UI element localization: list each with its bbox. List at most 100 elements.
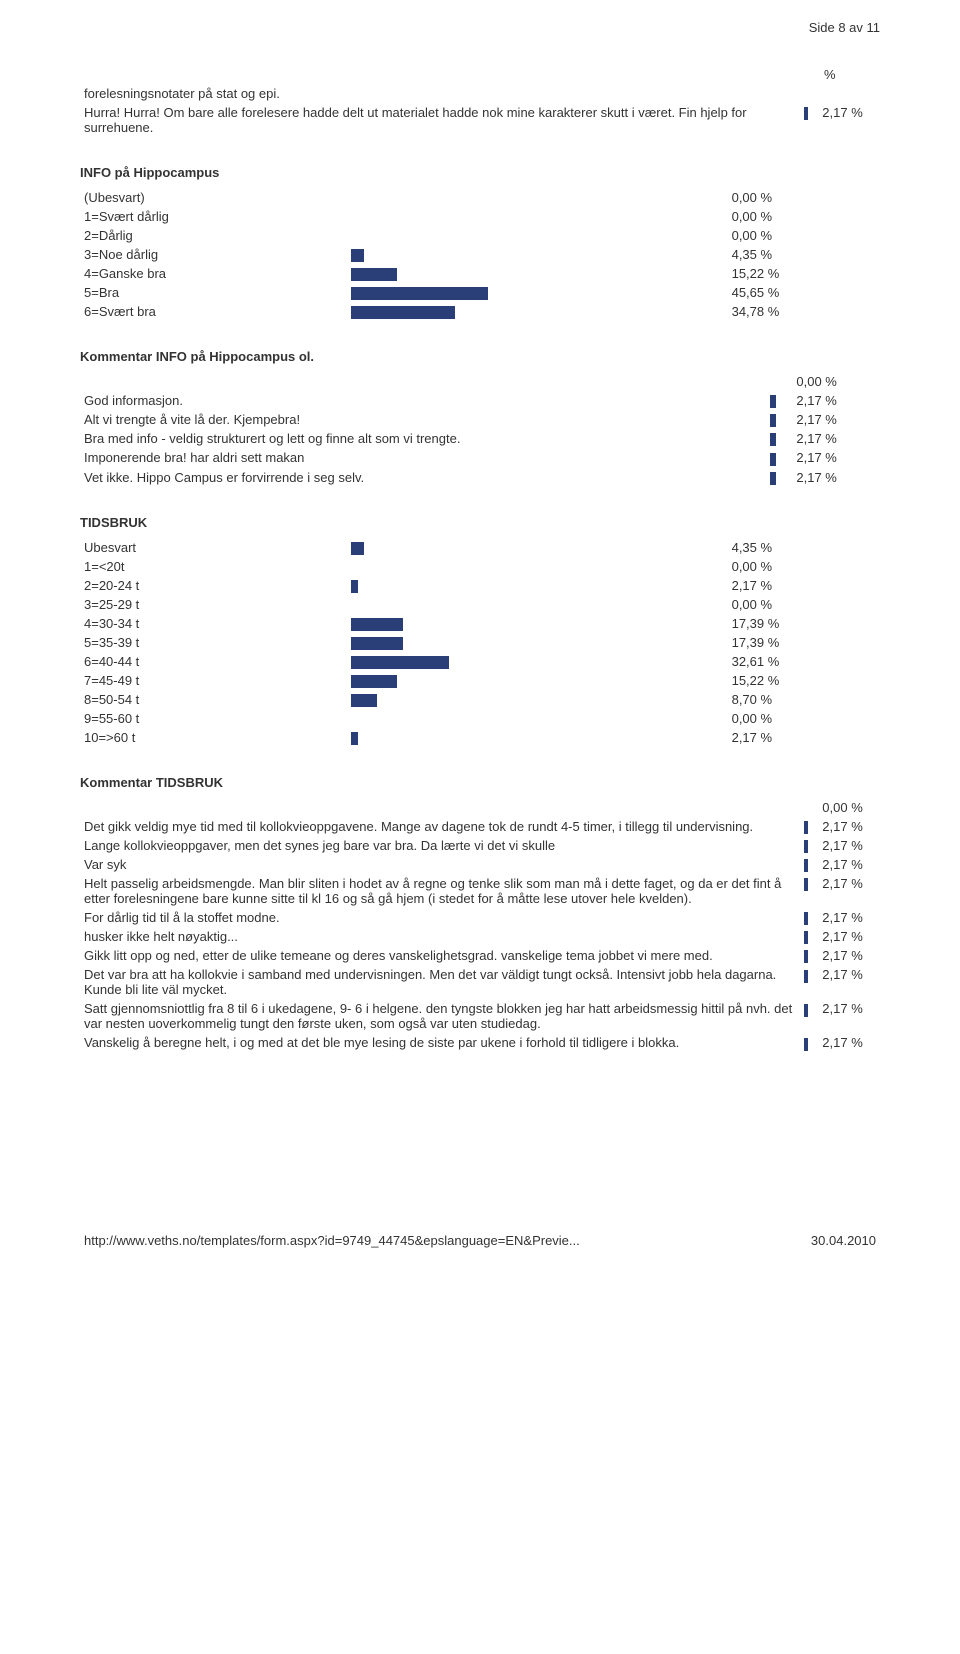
row-pct: 45,65 % [728, 283, 880, 302]
row-label: 6=Svært bra [80, 302, 347, 321]
comment-text: Det var bra att ha kollokvie i samband m… [80, 965, 800, 999]
comment-bar [800, 1033, 819, 1052]
row-pct: 0,00 % [728, 188, 880, 207]
kommentar-info-table: 0,00 % God informasjon. 2,17 % Alt vi treng… [80, 372, 880, 486]
comment-text: Det gikk veldig mye tid med til kollokvi… [80, 817, 800, 836]
comment-bar [766, 448, 792, 467]
intro-comments: % [80, 65, 880, 84]
row-pct: 0,00 % [728, 709, 880, 728]
info-table: (Ubesvart)0,00 %1=Svært dårlig0,00 %2=Då… [80, 188, 880, 321]
row-label: 4=Ganske bra [80, 264, 347, 283]
row-pct: 2,17 % [728, 728, 880, 747]
kommentar-info-title: Kommentar INFO på Hippocampus ol. [80, 349, 880, 364]
comment-pct: 2,17 % [818, 908, 880, 927]
row-label: 1=<20t [80, 557, 347, 576]
row-label: 2=Dårlig [80, 226, 347, 245]
comment-text: Vet ikke. Hippo Campus er forvirrende i … [80, 468, 766, 487]
row-bar [347, 283, 728, 302]
comment-pct: 0,00 % [818, 798, 880, 817]
info-title: INFO på Hippocampus [80, 165, 880, 180]
comment-pct: 2,17 % [792, 429, 880, 448]
row-bar [347, 557, 728, 576]
comment-bar [766, 429, 792, 448]
comment-pct: 2,17 % [792, 468, 880, 487]
comment-text: Helt passelig arbeidsmengde. Man blir sl… [80, 874, 800, 908]
comment-bar [800, 874, 819, 908]
row-bar [347, 188, 728, 207]
comment-pct: 2,17 % [792, 410, 880, 429]
row-bar [347, 245, 728, 264]
row-label: 3=25-29 t [80, 595, 347, 614]
comment-text: Var syk [80, 855, 800, 874]
comment-text: Gikk litt opp og ned, etter de ulike tem… [80, 946, 800, 965]
comment-bar [800, 908, 819, 927]
row-pct: 2,17 % [728, 576, 880, 595]
comment-bar [800, 817, 819, 836]
row-pct: 15,22 % [728, 671, 880, 690]
comment-pct: 2,17 % [792, 448, 880, 467]
footer: http://www.veths.no/templates/form.aspx?… [80, 1233, 880, 1248]
comment-text: Imponerende bra! har aldri sett makan [80, 448, 766, 467]
row-bar [347, 207, 728, 226]
row-bar [347, 614, 728, 633]
comment-text: husker ikke helt nøyaktig... [80, 927, 800, 946]
comment-pct: 0,00 % [792, 372, 880, 391]
comment-pct: 2,17 % [818, 1033, 880, 1052]
row-bar [347, 633, 728, 652]
comment-pct: 2,17 % [818, 946, 880, 965]
tidsbruk-title: TIDSBRUK [80, 515, 880, 530]
comment-bar [800, 798, 819, 817]
row-label: 5=35-39 t [80, 633, 347, 652]
tidsbruk-table: Ubesvart4,35 %1=<20t0,00 %2=20-24 t2,17 … [80, 538, 880, 748]
comment-bar [766, 468, 792, 487]
row-pct: 17,39 % [728, 614, 880, 633]
row-bar [347, 595, 728, 614]
comment-bar [800, 999, 819, 1033]
comment-bar [766, 391, 792, 410]
comment-bar [800, 965, 819, 999]
row-pct: 0,00 % [728, 207, 880, 226]
comment-bar [800, 84, 819, 103]
row-label: 3=Noe dårlig [80, 245, 347, 264]
row-label: 8=50-54 t [80, 690, 347, 709]
row-bar [347, 538, 728, 557]
footer-url: http://www.veths.no/templates/form.aspx?… [84, 1233, 580, 1248]
row-label: 2=20-24 t [80, 576, 347, 595]
comment-bar [800, 103, 819, 137]
row-bar [347, 302, 728, 321]
comment-pct: 2,17 % [792, 391, 880, 410]
comment-pct: 2,17 % [818, 965, 880, 999]
comment-bar [766, 372, 792, 391]
comment-text [80, 798, 800, 817]
row-pct: 4,35 % [728, 245, 880, 264]
comment-text: Alt vi trengte å vite lå der. Kjempebra! [80, 410, 766, 429]
comment-bar [800, 855, 819, 874]
comment-bar [800, 836, 819, 855]
comment-pct: 2,17 % [818, 999, 880, 1033]
comment-bar [766, 410, 792, 429]
kommentar-tidsbruk-title: Kommentar TIDSBRUK [80, 775, 880, 790]
comment-text: Bra med info - veldig strukturert og let… [80, 429, 766, 448]
row-label: 4=30-34 t [80, 614, 347, 633]
row-label: (Ubesvart) [80, 188, 347, 207]
row-label: 9=55-60 t [80, 709, 347, 728]
row-pct: 8,70 % [728, 690, 880, 709]
comment-text: Lange kollokvieoppgaver, men det synes j… [80, 836, 800, 855]
row-bar [347, 652, 728, 671]
row-bar [347, 576, 728, 595]
row-label: 6=40-44 t [80, 652, 347, 671]
row-pct: 0,00 % [728, 557, 880, 576]
row-pct: 0,00 % [728, 226, 880, 245]
comment-text: Satt gjennomsniottlig fra 8 til 6 i uked… [80, 999, 800, 1033]
comment-pct [818, 84, 880, 103]
comment-text: God informasjon. [80, 391, 766, 410]
row-bar [347, 671, 728, 690]
comment-pct: 2,17 % [818, 927, 880, 946]
row-pct: 15,22 % [728, 264, 880, 283]
row-label: 5=Bra [80, 283, 347, 302]
comment-text: Hurra! Hurra! Om bare alle forelesere ha… [80, 103, 800, 137]
comment-text: For dårlig tid til å la stoffet modne. [80, 908, 800, 927]
row-pct: 17,39 % [728, 633, 880, 652]
row-pct: 0,00 % [728, 595, 880, 614]
comment-text: forelesningsnotater på stat og epi. [80, 84, 800, 103]
